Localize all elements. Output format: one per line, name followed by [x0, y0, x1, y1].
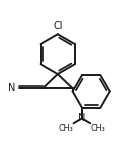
- Text: CH₃: CH₃: [58, 124, 73, 133]
- Text: Cl: Cl: [53, 21, 63, 31]
- Text: N: N: [8, 83, 15, 93]
- Text: CH₃: CH₃: [91, 124, 106, 133]
- Text: N: N: [78, 113, 86, 123]
